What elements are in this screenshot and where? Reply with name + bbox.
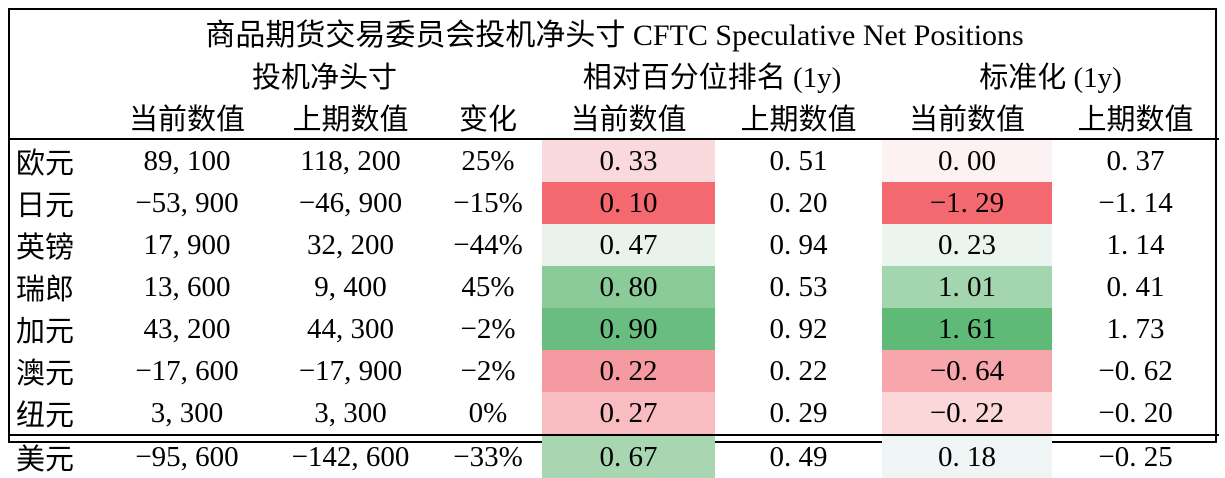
percentile-previous-value: 0. 51	[769, 144, 828, 177]
currency-label: 美元	[10, 434, 107, 478]
net-current-value: −17, 600	[135, 354, 239, 387]
standardized-previous-value: 1. 14	[1106, 228, 1165, 261]
net-previous-value: 32, 200	[307, 228, 394, 261]
column-header-row: 当前数值 上期数值 变化 当前数值 上期数值 当前数值 上期数值	[10, 96, 1220, 140]
standardized-previous-value: 0. 37	[1106, 144, 1165, 177]
net-previous-value: −17, 900	[298, 354, 403, 387]
table-row-usd: 美元 −95, 600 −142, 600 −33% 0. 67 0. 49 0…	[10, 434, 1220, 478]
percentile-current-cell: 0. 90	[542, 308, 715, 350]
table-row-chf: 瑞郎 13, 600 9, 400 45% 0. 80 0. 53 1. 01 …	[10, 266, 1219, 308]
percentile-current-cell: 0. 22	[542, 350, 715, 392]
standardized-previous-value: −0. 25	[1052, 434, 1220, 478]
table-row-gbp: 英镑 17, 900 32, 200 −44% 0. 47 0. 94 0. 2…	[10, 224, 1219, 266]
net-previous-value: −46, 900	[298, 186, 403, 219]
percentile-previous-value: 0. 22	[769, 354, 828, 387]
table-row-jpy: 日元 −53, 900 −46, 900 −15% 0. 10 0. 20 −1…	[10, 182, 1219, 224]
table-row-aud: 澳元 −17, 600 −17, 900 −2% 0. 22 0. 22 −0.…	[10, 350, 1219, 392]
net-current-value: 43, 200	[143, 312, 231, 345]
change-value: −33%	[434, 434, 542, 478]
column-spacer	[10, 96, 107, 140]
currency-label: 加元	[16, 316, 75, 348]
net-current-value: 3, 300	[150, 396, 224, 429]
percentile-current-cell: 0. 33	[542, 139, 715, 182]
column-header-net-current: 当前数值	[107, 96, 267, 140]
net-previous-value: 118, 200	[300, 144, 401, 177]
standardized-previous-value: −0. 62	[1098, 354, 1173, 387]
percentile-current-cell: 0. 10	[542, 182, 715, 224]
currency-label: 澳元	[16, 358, 75, 390]
net-current-value: 13, 600	[143, 270, 231, 303]
standardized-previous-value: −0. 20	[1098, 396, 1173, 429]
percentile-previous-value: 0. 53	[769, 270, 828, 303]
group-spacer	[10, 54, 107, 96]
percentile-current-cell: 0. 80	[542, 266, 715, 308]
standardized-current-cell: −1. 29	[882, 182, 1052, 224]
standardized-previous-value: 0. 41	[1106, 270, 1165, 303]
net-current-value: 89, 100	[143, 144, 231, 177]
standardized-previous-value: 1. 73	[1106, 312, 1165, 345]
standardized-current-cell: 1. 61	[882, 308, 1052, 350]
column-header-pct-previous: 上期数值	[715, 96, 882, 140]
currency-label: 英镑	[16, 232, 75, 264]
change-value: 45%	[461, 270, 515, 303]
standardized-current-cell: −0. 64	[882, 350, 1052, 392]
group-net-position: 投机净头寸	[251, 62, 397, 94]
change-value: −44%	[453, 228, 523, 261]
change-value: −2%	[460, 354, 516, 387]
currency-label: 日元	[16, 190, 75, 222]
net-previous-value: 44, 300	[307, 312, 394, 345]
standardized-current-cell: 0. 00	[882, 139, 1052, 182]
percentile-previous-value: 0. 94	[769, 228, 828, 261]
change-value: 25%	[461, 144, 515, 177]
group-header-row: 投机净头寸 相对百分位排名 (1y) 标准化 (1y)	[10, 54, 1219, 96]
percentile-previous-value: 0. 20	[769, 186, 828, 219]
change-value: −15%	[453, 186, 523, 219]
change-value: 0%	[468, 396, 508, 429]
table-row-nzd: 纽元 3, 300 3, 300 0% 0. 27 0. 29 −0. 22 −…	[10, 392, 1219, 435]
cftc-net-positions-table: 商品期货交易委员会投机净头寸 CFTC Speculative Net Posi…	[8, 8, 1220, 478]
net-previous-value: 9, 400	[314, 270, 387, 303]
standardized-current-cell: −0. 22	[882, 392, 1052, 435]
net-current-value: −53, 900	[135, 186, 239, 219]
currency-label: 纽元	[16, 400, 75, 432]
table-row-cad: 加元 43, 200 44, 300 −2% 0. 90 0. 92 1. 61…	[10, 308, 1219, 350]
percentile-previous-value: 0. 49	[715, 434, 882, 478]
group-standardized: 标准化 (1y)	[979, 62, 1122, 94]
column-header-std-previous: 上期数值	[1052, 96, 1220, 140]
percentile-previous-value: 0. 92	[769, 312, 828, 345]
group-percentile-rank: 相对百分位排名 (1y)	[582, 62, 842, 94]
standardized-current-cell: 0. 23	[882, 224, 1052, 266]
net-current-value: 17, 900	[143, 228, 231, 261]
currency-label: 瑞郎	[16, 274, 75, 306]
table-row-eur: 欧元 89, 100 118, 200 25% 0. 33 0. 51 0. 0…	[10, 139, 1219, 182]
column-header-net-previous: 上期数值	[267, 96, 434, 140]
percentile-current-cell: 0. 67	[542, 434, 715, 478]
column-header-std-current: 当前数值	[882, 96, 1052, 140]
change-value: −2%	[460, 312, 516, 345]
percentile-current-cell: 0. 47	[542, 224, 715, 266]
standardized-current-cell: 0. 18	[882, 434, 1052, 478]
percentile-current-cell: 0. 27	[542, 392, 715, 435]
table-title: 商品期货交易委员会投机净头寸 CFTC Speculative Net Posi…	[205, 19, 1024, 52]
currency-label: 欧元	[16, 148, 75, 180]
net-previous-value: 3, 300	[314, 396, 387, 429]
net-previous-value: −142, 600	[267, 434, 434, 478]
column-header-change: 变化	[434, 96, 542, 140]
standardized-previous-value: −1. 14	[1098, 186, 1173, 219]
column-header-pct-current: 当前数值	[542, 96, 715, 140]
percentile-previous-value: 0. 29	[769, 396, 828, 429]
net-current-value: −95, 600	[107, 434, 267, 478]
standardized-current-cell: 1. 01	[882, 266, 1052, 308]
title-row: 商品期货交易委员会投机净头寸 CFTC Speculative Net Posi…	[10, 10, 1219, 54]
